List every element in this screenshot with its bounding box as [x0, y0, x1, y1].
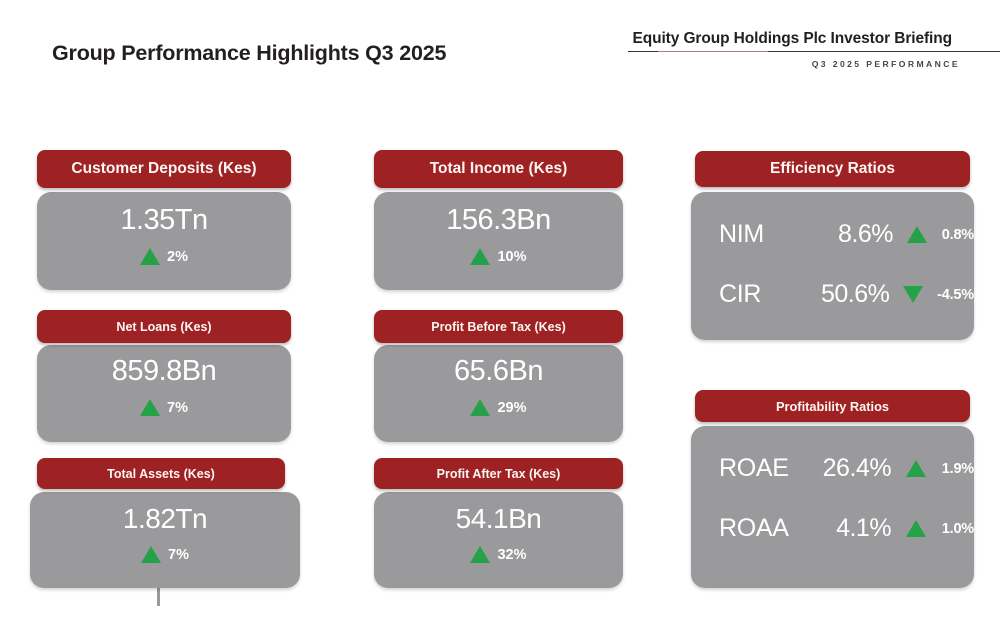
card-connector-stem — [157, 588, 160, 606]
ratio-arrow — [891, 460, 942, 477]
brand-divider-accent — [658, 51, 768, 53]
triangle-up-icon — [140, 399, 161, 416]
triangle-up-icon — [470, 399, 491, 416]
triangle-down-icon — [903, 286, 924, 303]
kpi-card-profit-before-tax: 65.6Bn 29% — [374, 345, 623, 442]
kpi-card-profit-after-tax: 54.1Bn 32% — [374, 492, 623, 588]
kpi-card-net-loans: 859.8Bn 7% — [37, 345, 291, 442]
kpi-change-value: 32% — [497, 546, 527, 563]
brand-divider-dark — [628, 51, 1000, 53]
kpi-header-profit-after-tax: Profit After Tax (Kes) — [374, 458, 623, 489]
kpi-change-value: 10% — [497, 248, 527, 265]
page-title: Group Performance Highlights Q3 2025 — [52, 41, 447, 65]
kpi-change-value: 7% — [167, 399, 188, 416]
kpi-card-efficiency-ratios: NIM 8.6% 0.8% CIR 50.6% -4.5% — [691, 192, 974, 340]
ratio-change: 1.9% — [941, 460, 974, 477]
kpi-change-value: 29% — [497, 399, 527, 416]
kpi-card-customer-deposits: 1.35Tn 2% — [37, 192, 291, 290]
triangle-up-icon — [470, 248, 491, 265]
ratio-arrow — [893, 226, 942, 243]
kpi-value: 54.1Bn — [455, 503, 542, 534]
kpi-label: Efficiency Ratios — [770, 160, 895, 177]
kpi-header-net-loans: Net Loans (Kes) — [37, 310, 291, 343]
kpi-label: Profit Before Tax (Kes) — [431, 319, 566, 334]
ratio-row: NIM 8.6% 0.8% — [691, 220, 974, 249]
kpi-header-customer-deposits: Customer Deposits (Kes) — [37, 150, 291, 188]
ratio-value: 4.1% — [836, 514, 892, 542]
ratio-change: 0.8% — [941, 226, 974, 243]
ratio-label: ROAE — [719, 454, 789, 482]
kpi-card-profitability-ratios: ROAE 26.4% 1.9% ROAA 4.1% 1.0% — [691, 426, 974, 588]
kpi-change-group: 29% — [374, 399, 623, 416]
kpi-header-efficiency-ratios: Efficiency Ratios — [695, 151, 970, 187]
kpi-label: Net Loans (Kes) — [116, 319, 212, 334]
brand-divider — [580, 50, 1000, 54]
kpi-value: 156.3Bn — [446, 204, 551, 236]
triangle-up-icon — [141, 546, 162, 563]
kpi-card-total-income: 156.3Bn 10% — [374, 192, 623, 290]
kpi-change-group: 2% — [37, 248, 291, 265]
kpi-label: Profitability Ratios — [775, 398, 890, 414]
ratio-row: ROAA 4.1% 1.0% — [691, 514, 974, 543]
brand-title: Equity Group Holdings Plc Investor Brief… — [632, 30, 952, 47]
ratio-value: 8.6% — [838, 220, 894, 248]
ratio-row: CIR 50.6% -4.5% — [691, 280, 974, 309]
triangle-up-icon — [906, 460, 927, 477]
kpi-card-total-assets: 1.82Tn 7% — [30, 492, 300, 588]
ratio-change: 1.0% — [941, 520, 974, 537]
kpi-value: 859.8Bn — [111, 355, 217, 387]
ratio-value: 26.4% — [822, 454, 892, 482]
kpi-change-value: 2% — [167, 248, 188, 265]
kpi-value: 65.6Bn — [454, 355, 543, 387]
kpi-change-value: 7% — [168, 546, 189, 563]
kpi-label: Total Income (Kes) — [429, 160, 568, 177]
ratio-arrow — [889, 286, 937, 303]
kpi-header-profit-before-tax: Profit Before Tax (Kes) — [374, 310, 623, 343]
kpi-label: Profit After Tax (Kes) — [436, 466, 561, 481]
kpi-header-total-assets: Total Assets (Kes) — [37, 458, 285, 489]
kpi-change-group: 32% — [374, 546, 623, 563]
ratio-change: -4.5% — [937, 286, 974, 303]
kpi-value: 1.82Tn — [122, 503, 208, 534]
ratio-arrow — [891, 520, 942, 537]
kpi-label: Customer Deposits (Kes) — [71, 160, 257, 177]
triangle-up-icon — [140, 248, 161, 265]
brand-block: Equity Group Holdings Plc Investor Brief… — [580, 30, 1000, 69]
kpi-label: Total Assets (Kes) — [107, 466, 215, 481]
triangle-up-icon — [907, 226, 928, 243]
kpi-change-group: 7% — [37, 399, 291, 416]
ratio-label: CIR — [719, 280, 762, 308]
kpi-change-group: 10% — [374, 248, 623, 265]
triangle-up-icon — [906, 520, 927, 537]
kpi-change-group: 7% — [30, 546, 300, 563]
brand-subtitle: Q3 2025 PERFORMANCE — [811, 59, 960, 69]
kpi-header-total-income: Total Income (Kes) — [374, 150, 623, 188]
ratio-value: 50.6% — [821, 280, 890, 308]
ratio-row: ROAE 26.4% 1.9% — [691, 454, 974, 483]
ratio-label: ROAA — [719, 514, 789, 542]
kpi-header-profitability-ratios: Profitability Ratios — [695, 390, 970, 422]
triangle-up-icon — [470, 546, 491, 563]
ratio-label: NIM — [719, 220, 764, 248]
kpi-value: 1.35Tn — [120, 204, 208, 236]
